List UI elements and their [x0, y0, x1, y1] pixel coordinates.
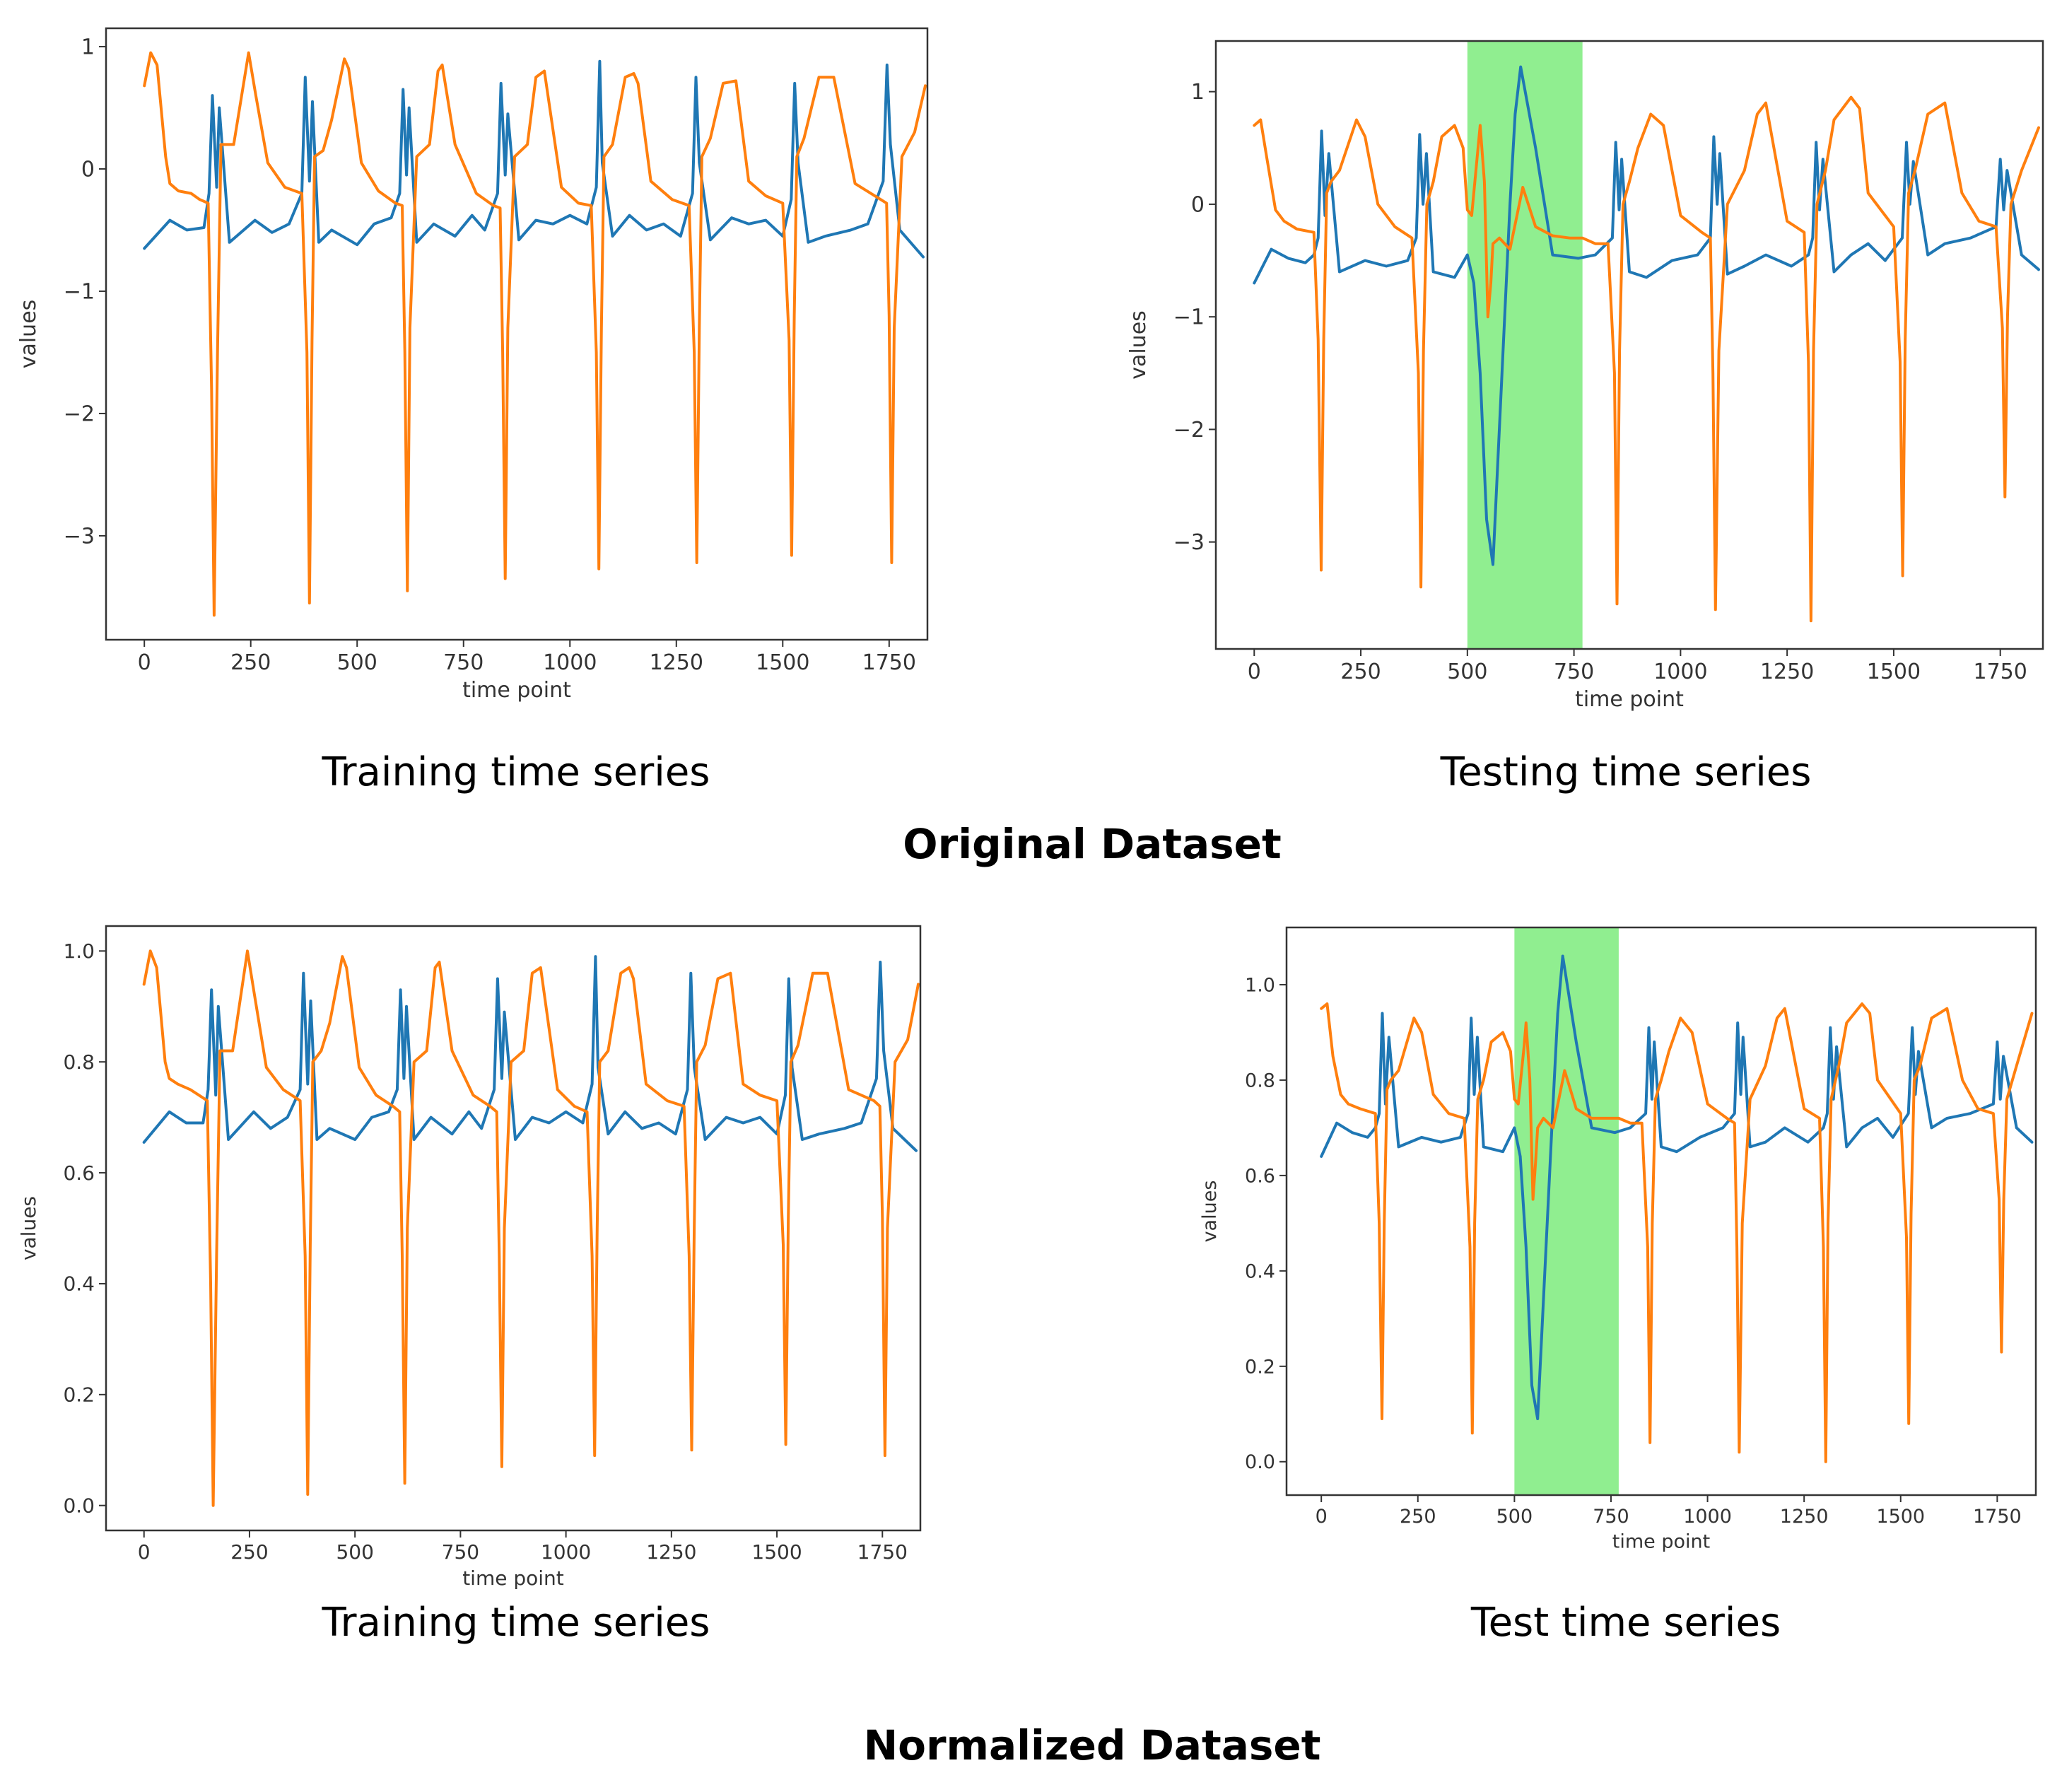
- chart-original-training: 0 250 500 750 1000 1250 1500 1750 1 0 −1 −2 −3 time p…: [16, 27, 929, 703]
- x-tick-label: 1750: [862, 650, 916, 675]
- plot-frame: [1285, 926, 2037, 1497]
- y-axis-label: values: [1199, 1181, 1221, 1243]
- x-axis-label: time point: [1575, 687, 1684, 712]
- y-tick-label: 0.6: [63, 1161, 95, 1185]
- x-tick-label: 250: [230, 650, 271, 675]
- series-line-2: [142, 949, 920, 1507]
- series-line-2: [143, 51, 927, 617]
- x-tick-label: 750: [1554, 660, 1594, 684]
- y-tick-label: −1: [64, 279, 95, 304]
- caption-original-testing: Testing time series: [1440, 749, 1812, 795]
- chart-normalized-training: 0 250 500 750 1000 1250 1500 1750 1.0 0.8 0.6 0.4 0.…: [17, 925, 922, 1590]
- y-tick-label: −1: [1173, 305, 1205, 330]
- y-tick-label: 0.8: [63, 1050, 95, 1074]
- x-tick-label: 1000: [1653, 660, 1707, 684]
- plot-frame: [105, 925, 922, 1532]
- y-axis-label: values: [17, 1196, 40, 1260]
- x-axis-label: time point: [462, 678, 571, 703]
- y-tick-label: 1.0: [1245, 974, 1275, 996]
- x-tick-label: 250: [1400, 1506, 1436, 1528]
- x-tick-label: 750: [443, 650, 484, 675]
- x-tick-label: 0: [1248, 660, 1261, 684]
- x-tick-label: 1250: [1780, 1506, 1829, 1528]
- caption-original-training: Training time series: [322, 749, 710, 795]
- chart-original-testing: 0 250 500 750 1000 1250 1500 1750 1 0 −1 −2 −3 time p…: [1126, 40, 2044, 712]
- x-tick-label: 0: [138, 1540, 151, 1564]
- x-tick-label: 1750: [857, 1540, 908, 1564]
- series-line-1: [1253, 65, 2040, 566]
- caption-normalized-training: Training time series: [322, 1600, 710, 1646]
- y-tick-label: 0.2: [63, 1383, 95, 1407]
- caption-normalized-test: Test time series: [1470, 1600, 1781, 1646]
- y-tick-label: 0: [81, 157, 95, 182]
- y-tick-label: 0.4: [63, 1272, 95, 1296]
- y-tick-label: 0.0: [63, 1494, 95, 1518]
- y-tick-label: 0.2: [1245, 1356, 1275, 1378]
- y-tick-label: −2: [64, 402, 95, 426]
- x-tick-label: 1500: [756, 650, 809, 675]
- x-tick-label: 500: [337, 650, 377, 675]
- x-tick-label: 500: [336, 1540, 373, 1564]
- x-tick-label: 1250: [1760, 660, 1814, 684]
- y-tick-label: −3: [1173, 530, 1205, 555]
- x-tick-label: 500: [1447, 660, 1487, 684]
- anomaly-highlight-band: [1467, 41, 1583, 649]
- chart-normalized-test: 0 250 500 750 1000 1250 1500 1750 1.0 0.8 0.6 0.4 0.…: [1199, 926, 2037, 1553]
- x-tick-label: 0: [138, 650, 151, 675]
- x-tick-label: 750: [442, 1540, 479, 1564]
- x-axis-label: time point: [1612, 1531, 1710, 1553]
- x-tick-label: 1750: [1974, 660, 2027, 684]
- y-tick-label: 0.8: [1245, 1070, 1275, 1091]
- x-tick-label: 1500: [751, 1540, 802, 1564]
- y-tick-label: −3: [64, 524, 95, 549]
- x-tick-label: 1500: [1867, 660, 1921, 684]
- x-tick-label: 250: [230, 1540, 268, 1564]
- plot-frame: [1214, 40, 2044, 650]
- group-title-original: Original Dataset: [903, 820, 1282, 868]
- y-tick-label: 0: [1191, 192, 1205, 217]
- x-tick-label: 1750: [1973, 1506, 2022, 1528]
- x-tick-label: 1000: [1683, 1506, 1732, 1528]
- series-line-1: [142, 955, 918, 1152]
- y-tick-label: 0.6: [1245, 1165, 1275, 1187]
- plot-frame: [105, 27, 929, 641]
- x-tick-label: 0: [1316, 1506, 1328, 1528]
- y-axis-label: values: [1126, 310, 1151, 380]
- y-tick-label: 0.0: [1245, 1451, 1275, 1473]
- series-line-1: [1320, 954, 2034, 1420]
- x-tick-label: 1250: [650, 650, 703, 675]
- series-line-1: [143, 59, 925, 259]
- y-tick-label: 1.0: [63, 939, 95, 963]
- x-tick-label: 1000: [543, 650, 597, 675]
- x-tick-label: 750: [1593, 1506, 1629, 1528]
- y-tick-label: −2: [1173, 418, 1205, 443]
- x-tick-label: 1500: [1876, 1506, 1925, 1528]
- y-tick-label: 1: [81, 35, 95, 59]
- x-tick-label: 1250: [646, 1540, 696, 1564]
- x-tick-label: 500: [1496, 1506, 1533, 1528]
- y-tick-label: 0.4: [1245, 1260, 1275, 1282]
- series-line-2: [1253, 95, 2040, 623]
- series-line-2: [1320, 1002, 2034, 1463]
- group-title-normalized: Normalized Dataset: [863, 1721, 1321, 1769]
- x-tick-label: 250: [1340, 660, 1381, 684]
- anomaly-highlight-band: [1514, 927, 1619, 1495]
- y-axis-label: values: [16, 300, 41, 369]
- x-tick-label: 1000: [541, 1540, 591, 1564]
- y-tick-label: 1: [1191, 80, 1205, 105]
- x-axis-label: time point: [462, 1566, 564, 1590]
